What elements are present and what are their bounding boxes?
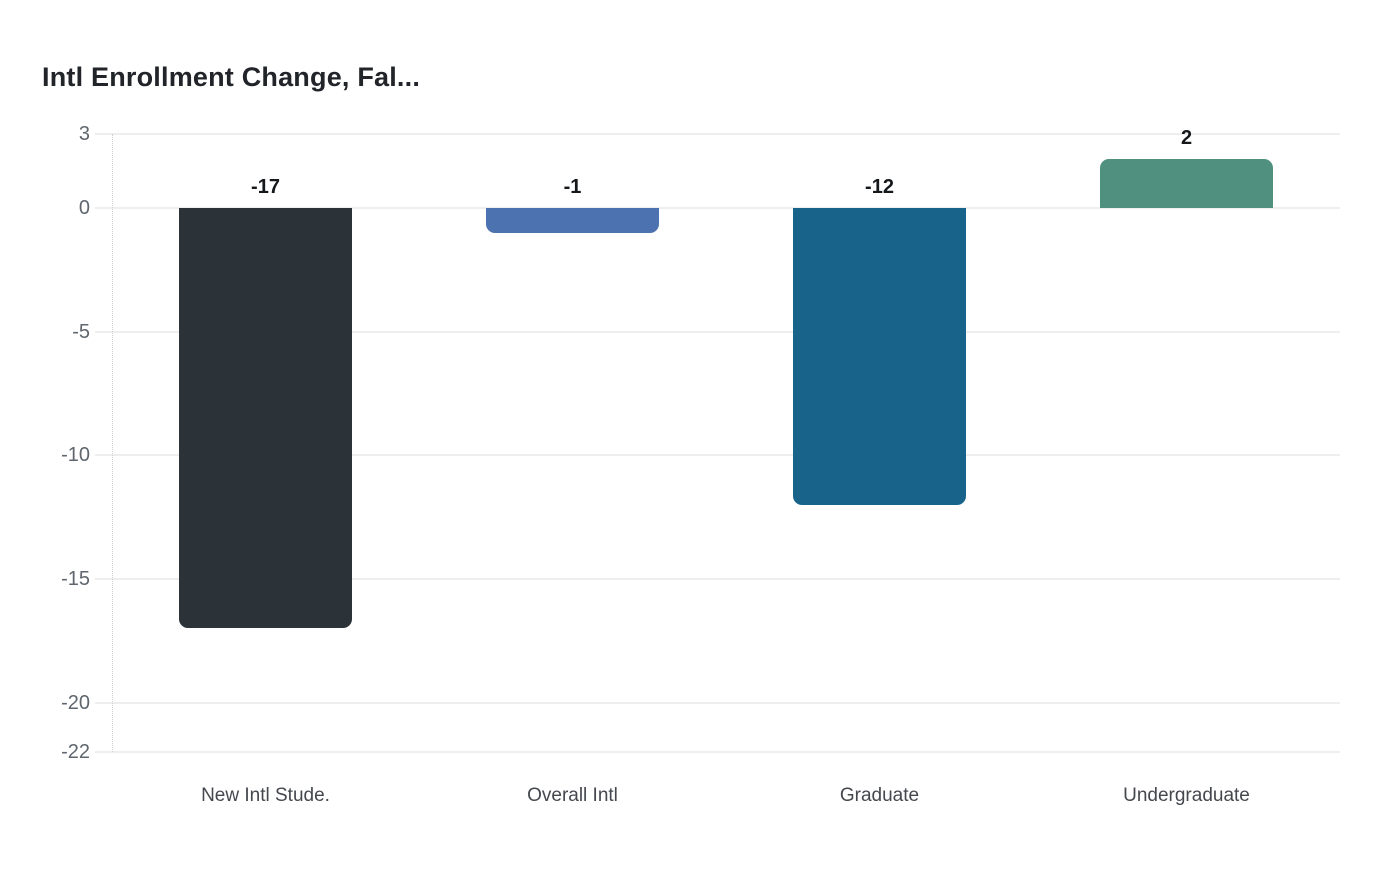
y-tick-label: 0 xyxy=(78,197,90,220)
y-tick-label: -20 xyxy=(61,691,90,714)
gridline xyxy=(95,701,1340,704)
x-category-label: New Intl Stude. xyxy=(201,785,330,806)
bar-undergraduate[interactable] xyxy=(1100,158,1273,209)
gridline xyxy=(95,133,1340,135)
bar-overall-intl[interactable] xyxy=(486,208,659,233)
y-tick-label: 3 xyxy=(78,123,90,145)
bar-new-intl-stude[interactable] xyxy=(179,208,352,629)
bar-value-label: -1 xyxy=(563,176,582,199)
bar-value-label: -12 xyxy=(865,176,894,199)
gridline xyxy=(95,751,1340,753)
x-category-label: Overall Intl xyxy=(527,785,618,806)
gridline xyxy=(95,577,1340,580)
chart-title: Intl Enrollment Change, Fal... xyxy=(42,62,421,92)
bar-value-label: 2 xyxy=(1180,126,1193,149)
x-category-label: Undergraduate xyxy=(1123,785,1250,806)
y-tick-label: -22 xyxy=(61,741,90,763)
bar-value-label: -17 xyxy=(251,176,280,199)
x-category-label: Graduate xyxy=(839,785,920,806)
gridline xyxy=(95,454,1340,457)
gridline xyxy=(95,330,1340,333)
y-tick-label: -10 xyxy=(61,444,90,467)
gridline xyxy=(95,207,1340,210)
y-tick-label: -15 xyxy=(61,567,90,590)
bar-graduate[interactable] xyxy=(793,208,966,505)
y-axis-line xyxy=(112,134,113,752)
y-tick-label: -5 xyxy=(72,320,90,343)
